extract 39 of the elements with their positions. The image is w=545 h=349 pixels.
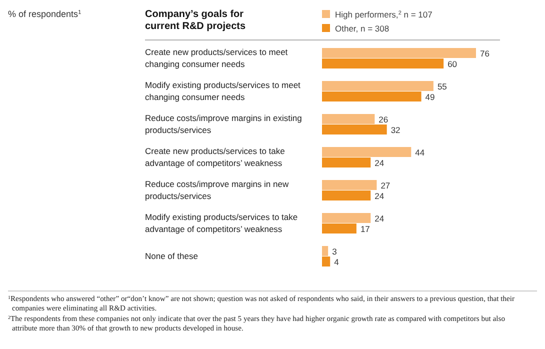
legend-label: High performers,$^{2}$ n = 107 — [335, 10, 433, 20]
data-label: 27 — [380, 180, 390, 190]
bar — [322, 213, 371, 223]
data-label: 24 — [374, 214, 384, 224]
bar — [322, 48, 476, 58]
data-label: 60 — [448, 59, 458, 69]
data-label: 26 — [378, 114, 388, 124]
data-label: 4 — [334, 257, 340, 267]
bar — [322, 224, 356, 234]
bar — [322, 58, 444, 68]
bar — [322, 147, 412, 157]
legend-label: Other, n = 308 — [335, 24, 390, 34]
bar — [322, 180, 377, 190]
bar — [322, 92, 422, 102]
y-tick-label: Reduce costs/improve margins in new products/services — [145, 179, 290, 201]
bar — [322, 114, 375, 124]
data-label: 24 — [374, 191, 384, 201]
bar — [322, 158, 371, 168]
text: Company’s goals for current R&D projects — [145, 9, 246, 32]
bar — [322, 246, 328, 256]
bar — [322, 124, 387, 134]
bar — [322, 256, 330, 266]
y-tick-label: Create new products/services to take advantage of competitors’ weakness — [145, 146, 286, 168]
y-tick-label: Modify existing products/services to meet changing consumer needs — [145, 80, 302, 102]
bar — [322, 81, 434, 91]
y-tick-label: None of these — [145, 251, 198, 261]
data-label: 24 — [374, 158, 384, 168]
data-label: 55 — [437, 82, 448, 92]
y-tick-label: Reduce costs/improve margins in existing products/services — [145, 113, 302, 135]
y-tick-label: Modify existing products/services to take advantage of competitors’ weakness — [145, 212, 298, 234]
data-label: 76 — [480, 48, 490, 58]
bar — [322, 190, 371, 200]
data-label: 3 — [332, 246, 338, 256]
data-label: 17 — [360, 224, 370, 234]
text: % of respondents$^{1}$ — [8, 9, 82, 19]
data-label: 49 — [425, 92, 436, 102]
y-tick-label: Create new products/services to meet changing consumer needs — [145, 47, 288, 69]
data-label: 44 — [415, 148, 425, 158]
data-label: 32 — [390, 125, 401, 135]
